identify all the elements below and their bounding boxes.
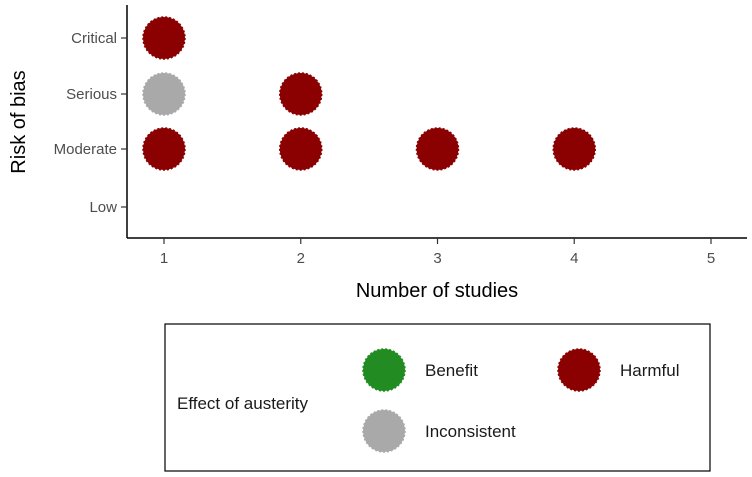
data-point — [279, 127, 323, 171]
data-point — [142, 16, 186, 60]
legend-swatch — [557, 348, 601, 392]
ticks: Low Moderate Serious Critical 1 2 3 4 5 — [54, 30, 716, 267]
legend-title: Effect of austerity — [177, 394, 309, 413]
data-point — [279, 72, 323, 116]
x-tick-label: 4 — [570, 250, 578, 267]
y-tick-label: Serious — [66, 86, 117, 103]
legend-label: Harmful — [620, 361, 680, 380]
legend-label: Benefit — [425, 361, 478, 380]
legend-box — [164, 323, 711, 472]
legend-swatch — [362, 409, 406, 453]
y-tick-label: Moderate — [54, 141, 117, 158]
x-tick-label: 1 — [160, 250, 168, 267]
x-tick-label: 3 — [433, 250, 441, 267]
data-point — [142, 72, 186, 116]
legend-swatch — [362, 348, 406, 392]
data-points — [142, 16, 596, 171]
axes — [126, 5, 747, 239]
x-axis-title: Number of studies — [356, 280, 518, 302]
data-point — [142, 127, 186, 171]
data-point — [552, 127, 596, 171]
y-tick-label: Low — [89, 199, 117, 216]
x-tick-label: 5 — [707, 250, 715, 267]
x-tick-label: 2 — [297, 250, 305, 267]
y-tick-label: Critical — [71, 30, 117, 47]
legend: Effect of austerity Benefit Harmful Incons… — [164, 323, 711, 472]
legend-label: Inconsistent — [425, 422, 516, 441]
data-point — [415, 127, 460, 171]
y-axis-title: Risk of bias — [8, 70, 30, 173]
